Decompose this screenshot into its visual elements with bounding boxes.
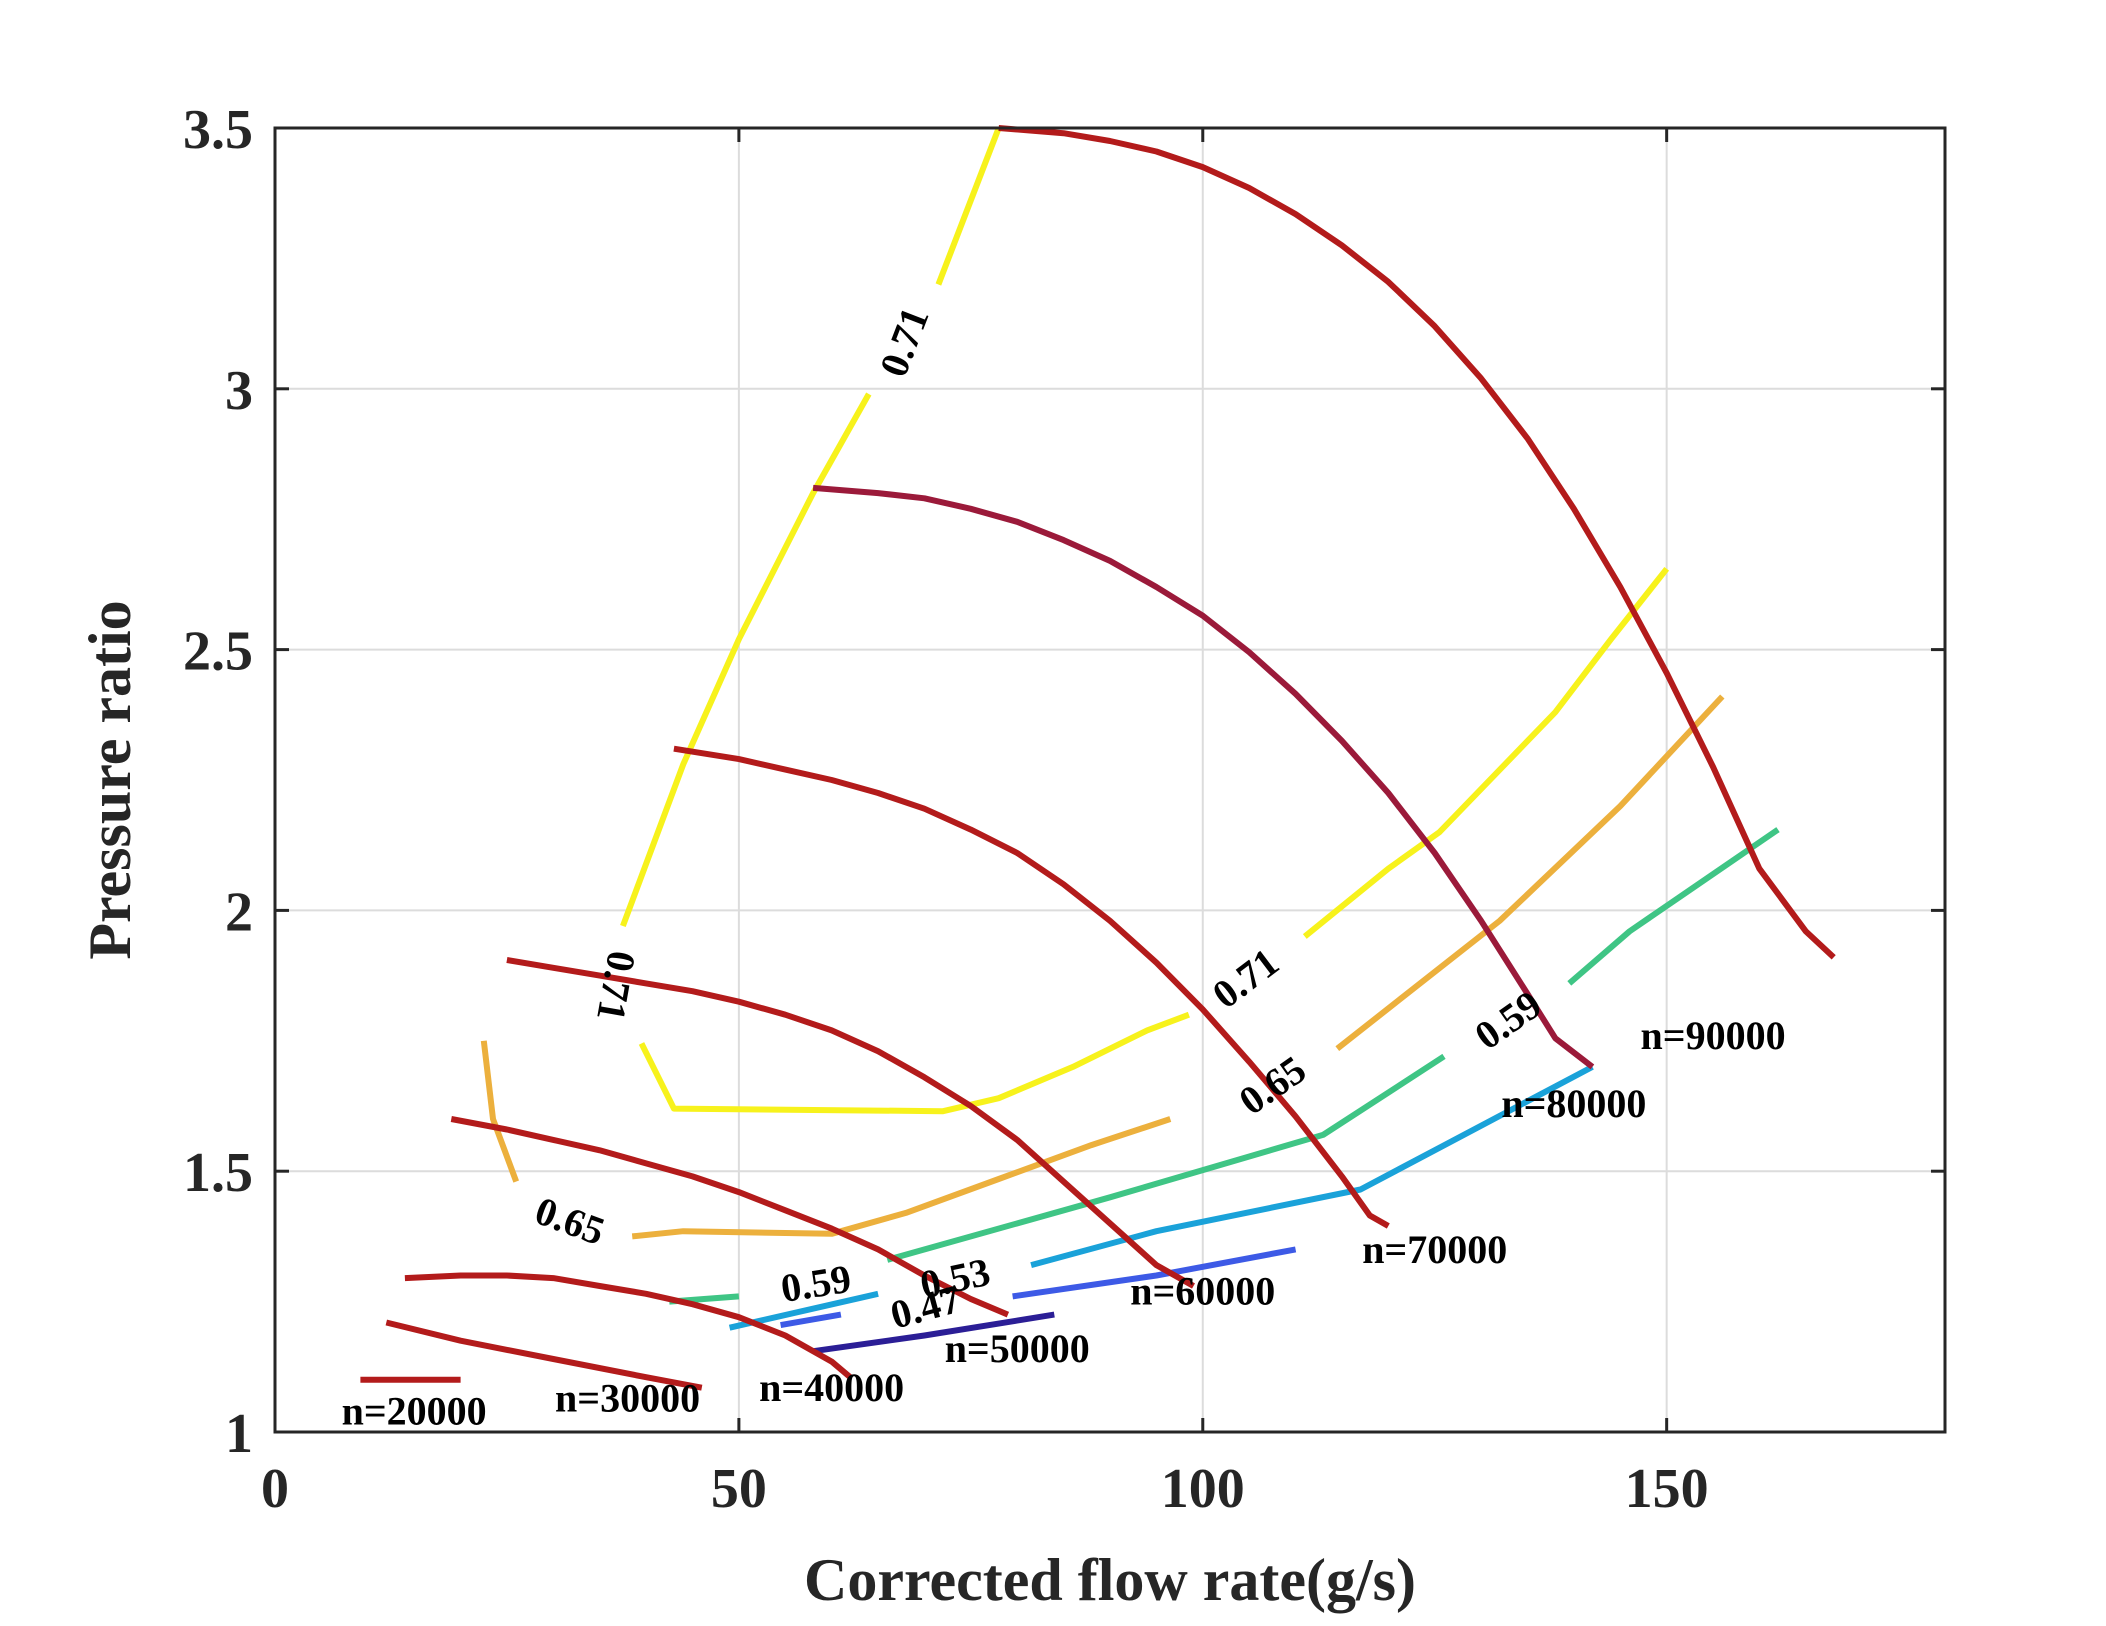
speed-line-label: n=40000 [759,1365,904,1410]
efficiency-contour-segment [780,1311,842,1329]
efficiency-contour-segment [1567,827,1780,986]
axis-ticks: 0 50 100 150 1 1.5 2 2.5 3 3.5 [183,99,1945,1520]
speed-line [812,484,1595,1070]
plot-frame [273,126,1947,1434]
efficiency-contour-segment [1335,694,1725,1051]
efficiency-contour-segment [620,392,872,928]
efficiency-contour-segment [812,1311,1055,1355]
efficiency-contour-segment [631,1116,1172,1240]
y-tick-label: 3 [225,360,253,422]
x-tick-label: 150 [1625,1458,1709,1520]
efficiency-contour-segment [1012,1246,1297,1300]
speed-line-label: n=80000 [1501,1081,1646,1126]
efficiency-contour-segment [638,1011,1190,1115]
speed-line-label: n=30000 [555,1376,700,1421]
x-tick-label: 100 [1161,1458,1245,1520]
grid-lines [275,128,1945,1432]
speed-line-label: n=90000 [1641,1013,1786,1058]
x-axis-title: Corrected flow rate(g/s) [804,1547,1416,1613]
y-axis-title: Pressure ratio [77,600,143,959]
efficiency-contour-segment [1030,1064,1594,1268]
speed-line [506,957,1195,1289]
speed-line [385,1319,703,1391]
efficiency-contours [480,126,1780,1355]
speed-line-label: n=20000 [342,1389,487,1434]
speed-line-label: n=50000 [945,1326,1090,1371]
efficiency-contour-label: 0.59 [778,1256,854,1311]
y-tick-label: 1 [225,1403,253,1465]
y-tick-label: 2.5 [183,621,253,683]
y-tick-label: 3.5 [183,99,253,161]
speed-lines [360,125,1836,1391]
speed-line-label: n=70000 [1362,1227,1507,1272]
efficiency-contour-segment [935,126,1002,286]
x-tick-label: 0 [261,1458,289,1520]
efficiency-contour-segment [886,1053,1446,1263]
y-tick-label: 1.5 [183,1142,253,1204]
speed-line [404,1272,853,1380]
x-tick-label: 50 [711,1458,767,1520]
efficiency-contour-segment [480,1040,520,1183]
speed-line [998,125,1836,960]
y-tick-label: 2 [225,881,253,943]
speed-line [673,745,1390,1229]
speed-line [450,1116,1010,1318]
speed-line-label: n=60000 [1130,1269,1275,1314]
efficiency-contour-segment [1302,566,1670,939]
